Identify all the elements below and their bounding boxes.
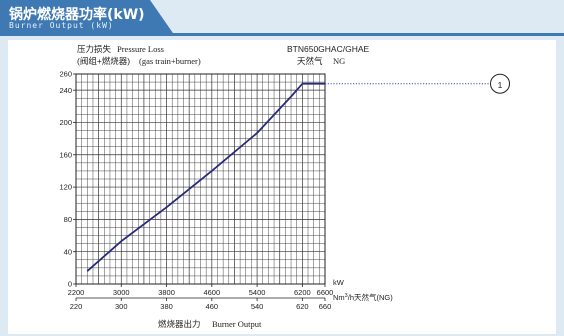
x2-tick-label: 460 (206, 302, 219, 311)
y-tick-label: 240 (59, 86, 72, 95)
x2-unit-pre: Nm (333, 293, 345, 302)
x2-tick-label: 380 (160, 302, 173, 311)
ylabel-en-1: Pressure Loss (117, 44, 164, 54)
xlabel-cn: 燃烧器出力 (158, 319, 201, 329)
x-tick-label: 4600 (203, 288, 220, 297)
chart-title: 锅炉燃烧器功率(kW) (9, 7, 145, 23)
x2-unit-label: Nm3/h天然气(NG) (333, 292, 393, 302)
x2-unit-post: /h天然气(NG) (348, 292, 394, 302)
xlabel-en: Burner Output (212, 319, 262, 329)
x-tick-label: 3000 (113, 288, 130, 297)
header-underline (0, 33, 564, 36)
y-tick-label: 40 (64, 247, 72, 256)
series (86, 82, 325, 272)
annotation-callout-label: 1 (498, 80, 503, 90)
fuel-en-label: NG (333, 56, 345, 66)
x-unit-label: kW (333, 278, 345, 287)
x-tick-label: 2200 (68, 288, 85, 297)
y-tick-label: 120 (59, 183, 72, 192)
x2-unit-sup: 3 (345, 293, 348, 299)
x-tick-label: 6600 (317, 288, 334, 297)
header: 锅炉燃烧器功率(kW) Burner Output (kW) (0, 0, 564, 36)
y-tick-label: 0 (68, 280, 72, 289)
x2-tick-label: 660 (319, 302, 332, 311)
fuel-cn-label: 天然气 (297, 56, 323, 66)
ylabel-cn-1: 压力损失 (77, 44, 112, 54)
grid (76, 74, 325, 284)
axes (75, 73, 326, 285)
annotation-callout-circle (490, 73, 510, 94)
y-tick-label: 260 (59, 70, 72, 79)
ylabel-en-2: (gas train+burner) (139, 56, 201, 66)
x2-tick-label: 540 (251, 302, 264, 311)
x-tick-label: 3800 (158, 288, 175, 297)
ylabel-cn-2: (阀组+燃烧器) (77, 56, 130, 66)
model-label: BTN650GHAC/GHAE (287, 44, 370, 54)
x-tick-label: 5400 (249, 288, 266, 297)
x2-tick-label: 620 (296, 302, 309, 311)
x2-tick-label: 220 (70, 302, 83, 311)
x2-tick-label: 300 (115, 302, 128, 311)
header-band (0, 0, 175, 36)
y-tick-label: 80 (64, 215, 72, 224)
series-line (86, 83, 304, 272)
chart-subtitle: Burner Output (kW) (9, 21, 114, 30)
y-tick-label: 160 (59, 150, 72, 159)
tick-labels: 0 40 80 120 160 200 240 260 2200 3000 3800 4600 5400… (59, 70, 333, 311)
y-tick-label: 200 (59, 118, 72, 127)
x-tick-label: 6200 (294, 288, 311, 297)
